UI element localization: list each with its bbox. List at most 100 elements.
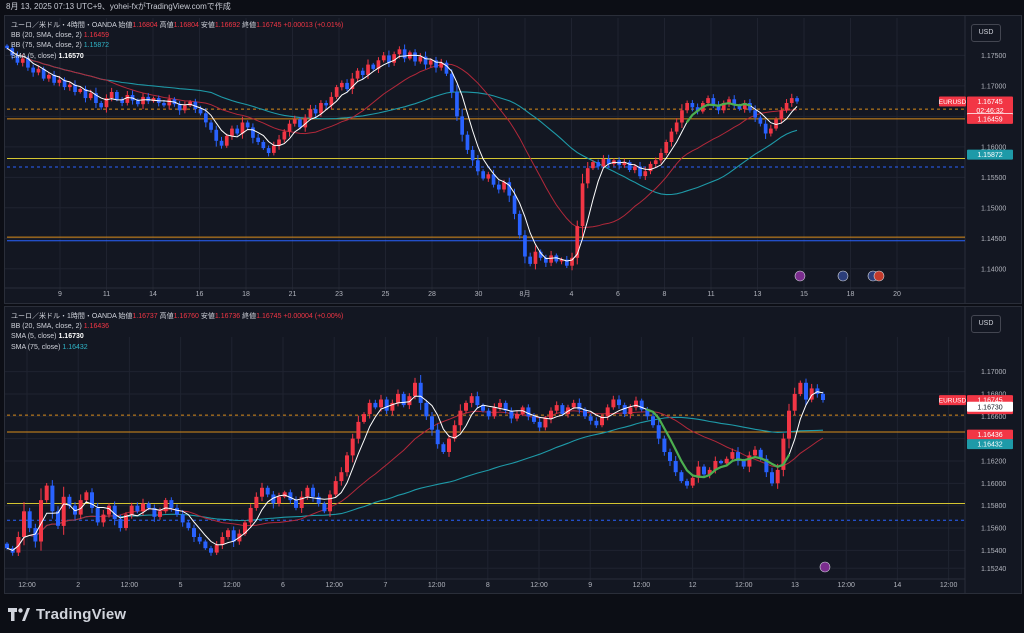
x-tick-label: 12:00 [223,582,241,589]
candle-body [424,402,429,417]
candle-body [129,505,134,515]
candle-body [224,135,229,146]
candle-body [118,519,123,528]
indicator-sma5[interactable]: SMA (5, close) 1.16570 [11,52,84,60]
candle-body [115,92,119,100]
x-tick-label: 16 [196,291,204,298]
candle-body [50,485,55,512]
x-tick-label: 9 [588,582,592,589]
candle-body [707,469,712,475]
x-tick-label: 5 [179,582,183,589]
candle-body [570,257,574,266]
candle-body [26,58,30,68]
y-tick-label: 1.16600 [981,414,1006,421]
candle-body [52,74,56,83]
y-tick-label: 1.17500 [981,53,1006,60]
candle-body [371,64,376,69]
x-tick-label: 12:00 [325,582,343,589]
candle-body [775,469,780,484]
candle-body [152,507,157,517]
indicator-sma75[interactable]: SMA (75, close) 1.16432 [11,343,88,351]
candle-body [209,122,213,130]
candle-body [235,128,240,134]
candle-body [617,399,621,406]
candle-body [277,496,281,504]
candle-body [460,116,464,135]
candle-body [266,148,271,153]
candle-body [458,410,463,426]
candle-body [601,159,606,167]
candle-body [62,79,67,88]
candle-body [742,103,747,110]
candle-body [702,466,706,475]
candle-body [109,92,114,99]
candle-body [491,174,496,185]
candle-body [230,128,234,136]
candle-body [31,67,35,73]
candle-body [379,399,383,408]
x-tick-label: 12 [689,582,697,589]
candle-body [141,96,145,105]
candle-body [146,96,151,102]
indicator-bb75[interactable]: BB (75, SMA, close, 2) 1.15872 [11,42,110,50]
candle-body [136,100,140,105]
candle-body [78,500,83,515]
candle-body [695,107,700,112]
tradingview-logo[interactable]: TradingView [8,603,126,625]
candle-body [413,52,417,62]
candle-body [515,414,519,419]
candle-body [747,455,752,467]
candle-body [628,407,633,415]
y-tick-label: 1.14500 [981,236,1006,243]
candle-body [5,543,9,549]
bb20-basis-line [6,47,798,229]
chart-panel-1h[interactable]: ユーロ／米ドル・1時間・OANDA 始値1.16737 高値1.16760 安値… [4,306,1022,594]
indicator-sma5[interactable]: SMA (5, close) 1.16730 [11,333,84,341]
candle-body [475,396,480,406]
candle-body [605,407,610,417]
x-tick-label: 8月 [520,290,531,298]
sma5-line [6,47,798,262]
indicator-bb20[interactable]: BB (20, SMA, close, 2) 1.16459 [11,32,110,40]
candle-body [198,109,203,114]
candle-body [441,444,446,452]
symbol-tag-bg [939,395,966,406]
candle-body [779,110,784,120]
candle-body [261,142,266,149]
indicator-bb20[interactable]: BB (20, SMA, close, 2) 1.16436 [11,323,110,331]
x-tick-label: 8 [486,582,490,589]
candle-body [633,166,637,171]
last-price: 1.16745 [977,99,1002,106]
candle-body [753,449,757,456]
candle-body [502,182,506,190]
flag-icon [873,270,885,282]
candle-body [532,416,536,422]
candle-body [798,382,803,394]
candle-body [36,68,41,73]
x-tick-label: 15 [800,291,808,298]
candle-body [193,101,198,110]
candle-body [287,123,292,132]
candle-body [248,507,253,523]
candle-body [68,84,72,88]
candle-body [679,472,684,482]
candle-body [311,487,315,497]
candle-body [430,416,434,430]
candle-body [175,507,179,515]
candlestick-chart-1h[interactable]: 1.170001.168001.166001.164001.162001.160… [5,307,1021,593]
candle-body [401,393,406,406]
candle-body [272,145,276,153]
candle-body [183,105,187,111]
event-icon [794,270,806,282]
y-tick-label: 1.16800 [981,391,1006,398]
candle-body [44,485,49,501]
currency-button[interactable]: USD [971,315,1001,333]
candle-body [101,514,106,523]
chart-panel-4h[interactable]: ユーロ／米ドル・4時間・OANDA 始値1.16804 高値1.16804 安値… [4,15,1022,304]
currency-button[interactable]: USD [971,24,1001,42]
candlestick-chart-4h[interactable]: 1.175001.170001.165001.160001.155001.150… [5,16,1021,303]
candle-body [350,78,355,89]
candle-body [575,226,580,258]
candle-body [538,251,543,258]
candle-body [659,153,663,161]
